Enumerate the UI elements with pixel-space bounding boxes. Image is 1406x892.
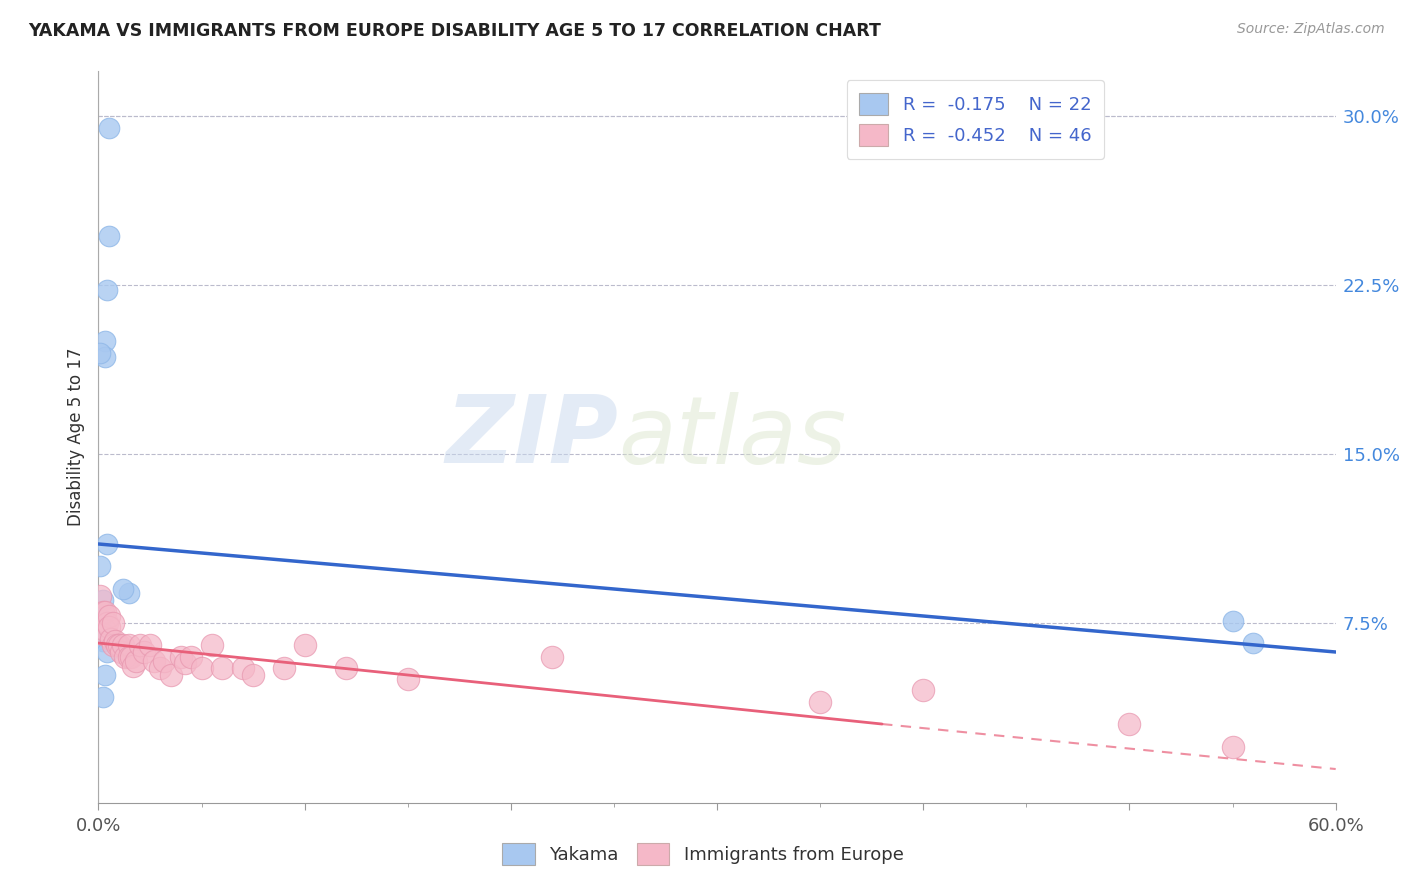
Point xyxy=(118,586,141,600)
Point xyxy=(149,661,172,675)
Point xyxy=(89,623,111,637)
Point xyxy=(114,649,136,664)
Point xyxy=(912,683,935,698)
Text: ZIP: ZIP xyxy=(446,391,619,483)
Point xyxy=(91,593,114,607)
Point xyxy=(93,623,115,637)
Point xyxy=(242,667,264,681)
Point xyxy=(190,661,212,675)
Point xyxy=(1222,739,1244,754)
Point xyxy=(294,638,316,652)
Point xyxy=(91,633,114,648)
Point xyxy=(108,638,131,652)
Point xyxy=(96,615,118,630)
Point xyxy=(93,605,115,619)
Text: YAKAMA VS IMMIGRANTS FROM EUROPE DISABILITY AGE 5 TO 17 CORRELATION CHART: YAKAMA VS IMMIGRANTS FROM EUROPE DISABIL… xyxy=(28,22,882,40)
Point xyxy=(93,334,115,349)
Point xyxy=(91,627,114,641)
Point xyxy=(104,633,127,648)
Point xyxy=(89,627,111,641)
Point xyxy=(89,345,111,359)
Point xyxy=(97,120,120,135)
Point xyxy=(273,661,295,675)
Point xyxy=(96,645,118,659)
Point xyxy=(124,654,146,668)
Point xyxy=(139,638,162,652)
Point xyxy=(211,661,233,675)
Point xyxy=(91,690,114,704)
Point xyxy=(1241,636,1264,650)
Point xyxy=(541,649,564,664)
Point xyxy=(112,638,135,652)
Point xyxy=(110,645,132,659)
Text: atlas: atlas xyxy=(619,392,846,483)
Point xyxy=(1222,614,1244,628)
Point xyxy=(1118,717,1140,731)
Point xyxy=(112,582,135,596)
Point xyxy=(174,657,197,671)
Point xyxy=(101,615,124,630)
Point xyxy=(97,228,120,243)
Point xyxy=(143,654,166,668)
Point xyxy=(93,667,115,681)
Point xyxy=(89,589,111,603)
Point xyxy=(91,605,114,619)
Legend: R =  -0.175    N = 22, R =  -0.452    N = 46: R = -0.175 N = 22, R = -0.452 N = 46 xyxy=(846,80,1104,159)
Point xyxy=(105,638,128,652)
Point xyxy=(89,611,111,625)
Point xyxy=(808,694,831,708)
Point xyxy=(128,638,150,652)
Point xyxy=(96,283,118,297)
Y-axis label: Disability Age 5 to 17: Disability Age 5 to 17 xyxy=(66,348,84,526)
Point xyxy=(93,350,115,364)
Point xyxy=(201,638,224,652)
Point xyxy=(89,618,111,632)
Point xyxy=(89,559,111,574)
Point xyxy=(132,645,155,659)
Point xyxy=(89,632,111,646)
Point xyxy=(120,649,142,664)
Point xyxy=(122,658,145,673)
Legend: Yakama, Immigrants from Europe: Yakama, Immigrants from Europe xyxy=(494,834,912,874)
Point xyxy=(232,661,254,675)
Point xyxy=(118,649,141,664)
Point xyxy=(170,649,193,664)
Point xyxy=(97,620,120,634)
Point xyxy=(335,661,357,675)
Point xyxy=(159,667,181,681)
Point xyxy=(396,672,419,686)
Point xyxy=(97,609,120,624)
Point xyxy=(96,537,118,551)
Text: Source: ZipAtlas.com: Source: ZipAtlas.com xyxy=(1237,22,1385,37)
Point xyxy=(153,654,176,668)
Point xyxy=(100,632,122,646)
Point xyxy=(180,649,202,664)
Point xyxy=(101,638,124,652)
Point xyxy=(118,638,141,652)
